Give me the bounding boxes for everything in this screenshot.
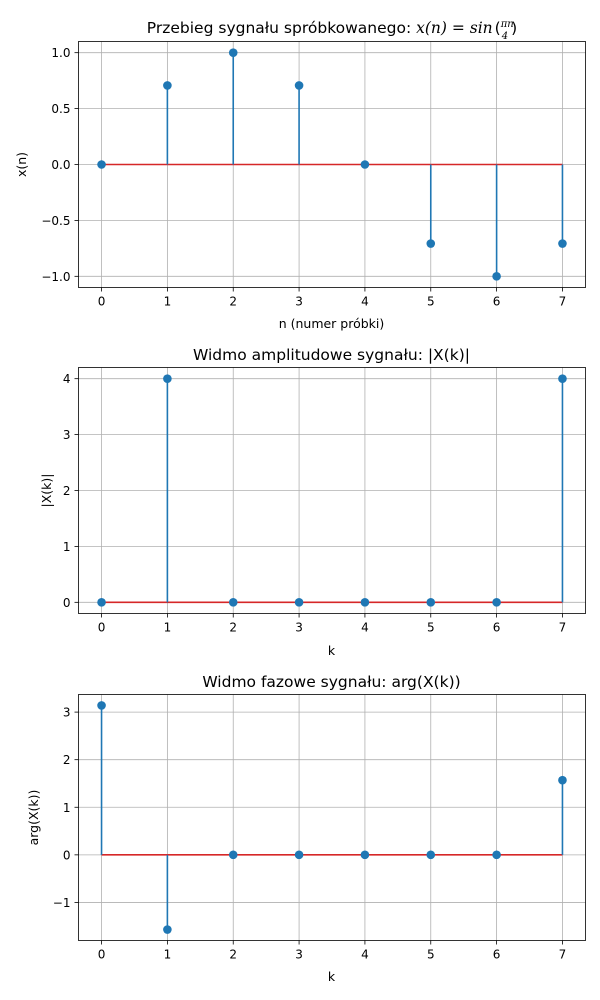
title-signal: Przebieg sygnału spróbkowanego: x(n) = s…: [147, 19, 517, 42]
markers-phase: [97, 701, 567, 934]
stem-marker: [492, 272, 501, 281]
x-tick-label: 7: [559, 948, 567, 962]
title-signal-text: Przebieg sygnału spróbkowanego:: [147, 19, 416, 37]
stem-marker: [360, 160, 370, 169]
panel-signal: Przebieg sygnału spróbkowanego: x(n) = s…: [14, 19, 586, 331]
stem-marker: [426, 850, 436, 860]
x-tick-label: 3: [295, 621, 303, 635]
x-tick-label: 3: [295, 295, 303, 309]
y-tick-label: −1: [53, 896, 71, 910]
x-tick-label: 6: [493, 948, 501, 962]
title-signal-numerator: πn: [500, 19, 514, 30]
panel-amplitude: Widmo amplitudowe sygnału: |X(k)| 0 1 2 3 4 5…: [39, 346, 586, 658]
x-tick-label: 5: [427, 621, 435, 635]
stem-marker: [97, 598, 106, 607]
x-tick-label: 0: [98, 295, 106, 309]
x-tick-label: 0: [98, 948, 106, 962]
title-signal-lparen: (: [495, 19, 501, 37]
stem-marker: [163, 81, 172, 90]
stems-phase: [100, 705, 564, 930]
title-phase: Widmo fazowe sygnału: arg(X(k)): [202, 673, 460, 691]
xlabel-amplitude: k: [328, 643, 336, 658]
stem-marker: [360, 598, 370, 607]
stem-marker: [294, 850, 304, 860]
stem-marker: [558, 775, 567, 785]
stem-marker: [360, 850, 370, 860]
x-tick-label: 6: [493, 295, 501, 309]
x-tick-label: 3: [295, 948, 303, 962]
stem-marker: [228, 48, 238, 57]
stem-marker: [492, 850, 501, 860]
x-tick-label: 5: [427, 948, 435, 962]
x-tick-label: 6: [493, 621, 501, 635]
y-tick-label: 1: [63, 801, 71, 815]
y-tick-label: 4: [63, 372, 71, 386]
markers-amplitude: [97, 374, 567, 607]
stems-signal: [166, 52, 564, 277]
stem-marker: [426, 598, 436, 607]
stem-marker: [492, 598, 501, 607]
x-tick-label: 2: [229, 948, 237, 962]
x-tick-label: 0: [98, 621, 106, 635]
x-tick-label: 4: [361, 295, 369, 309]
stem-marker: [97, 701, 106, 710]
y-tick-label: 2: [63, 753, 71, 767]
stem-marker: [228, 850, 238, 860]
y-tick-label: 3: [63, 706, 71, 720]
stem-marker: [97, 160, 106, 169]
stem-marker: [163, 925, 172, 934]
x-tick-label: 7: [559, 295, 567, 309]
y-tick-label: 0.5: [51, 102, 70, 116]
ylabel-amplitude: |X(k)|: [39, 474, 54, 508]
stem-marker: [163, 374, 172, 383]
xlabel-signal: n (numer próbki): [279, 316, 385, 331]
x-tick-label: 1: [164, 621, 172, 635]
stem-marker: [294, 81, 304, 90]
markers-signal: [97, 48, 567, 281]
title-signal-math: x(n) = sin: [416, 19, 493, 37]
plot-frame-phase: [78, 694, 586, 941]
ylabel-signal: x(n): [14, 152, 29, 177]
x-tick-label: 5: [427, 295, 435, 309]
stem-marker: [558, 374, 567, 383]
x-tick-label: 4: [361, 621, 369, 635]
title-amplitude: Widmo amplitudowe sygnału: |X(k)|: [193, 346, 470, 364]
y-tick-label: −1.0: [41, 270, 70, 284]
stem-marker: [228, 598, 238, 607]
y-tick-label: −0.5: [41, 214, 70, 228]
stems-amplitude: [166, 378, 564, 603]
y-tick-label: 0: [63, 596, 71, 610]
panel-phase: Widmo fazowe sygnału: arg(X(k)) 0 1 2 3 4 5 6 7…: [26, 673, 586, 984]
ylabel-phase: arg(X(k)): [26, 790, 41, 846]
ticks-signal: 0 1 2 3 4 5 6 7 1.0 0.5 0.0 −0.5 −1.0: [41, 46, 566, 308]
x-tick-label: 7: [559, 621, 567, 635]
x-tick-label: 4: [361, 948, 369, 962]
y-tick-label: 1.0: [51, 46, 70, 60]
x-tick-label: 1: [164, 295, 172, 309]
stem-marker: [294, 598, 304, 607]
stem-marker: [558, 239, 567, 248]
title-signal-rparen: ): [511, 19, 517, 37]
y-tick-label: 2: [63, 484, 71, 498]
x-tick-label: 1: [164, 948, 172, 962]
x-tick-label: 2: [229, 295, 237, 309]
y-tick-label: 0: [63, 848, 71, 862]
stem-marker: [426, 239, 436, 248]
y-tick-label: 0.0: [51, 158, 70, 172]
ticks-phase: 0 1 2 3 4 5 6 7 3 2 1 0 −1: [53, 706, 566, 962]
y-tick-label: 1: [63, 540, 71, 554]
ticks-amplitude: 0 1 2 3 4 5 6 7 4 3 2 1 0: [63, 372, 566, 634]
x-tick-label: 2: [229, 621, 237, 635]
title-signal-denominator: 4: [501, 31, 508, 42]
xlabel-phase: k: [328, 969, 336, 984]
y-tick-label: 3: [63, 428, 71, 442]
